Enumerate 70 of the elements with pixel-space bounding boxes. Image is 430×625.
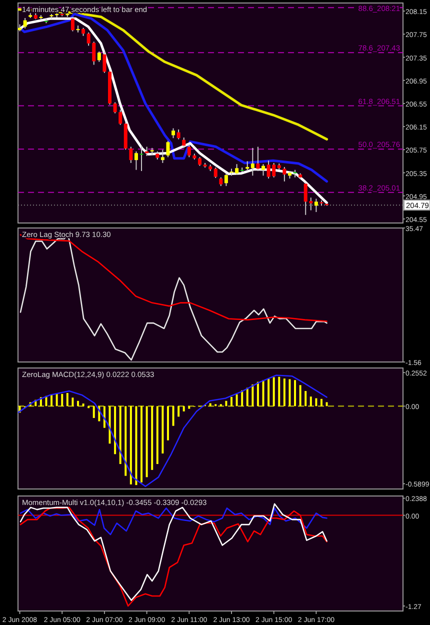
bar bbox=[162, 406, 164, 454]
bar bbox=[315, 398, 318, 406]
candlestick bbox=[235, 164, 239, 175]
candlestick bbox=[314, 198, 318, 213]
bar bbox=[119, 406, 122, 464]
bar bbox=[236, 394, 238, 406]
bar bbox=[178, 406, 180, 417]
bar bbox=[241, 390, 244, 406]
bar bbox=[310, 396, 312, 406]
candlestick bbox=[262, 164, 266, 176]
candlestick bbox=[102, 51, 106, 74]
bar bbox=[182, 406, 185, 412]
candlestick bbox=[250, 147, 254, 176]
candlestick bbox=[134, 150, 138, 170]
line-series bbox=[18, 8, 328, 141]
candlestick bbox=[97, 51, 101, 62]
candlestick bbox=[182, 137, 186, 148]
candlestick bbox=[187, 144, 191, 158]
bar bbox=[188, 406, 190, 409]
candlestick bbox=[129, 146, 133, 164]
bar bbox=[114, 406, 116, 454]
candlestick bbox=[166, 140, 170, 158]
bar bbox=[288, 379, 291, 406]
bar bbox=[76, 400, 79, 406]
bar bbox=[262, 380, 264, 406]
bar bbox=[146, 406, 148, 478]
bar bbox=[294, 380, 296, 406]
candlestick bbox=[140, 145, 144, 172]
bar bbox=[72, 398, 74, 406]
candlestick bbox=[172, 128, 176, 139]
bar bbox=[252, 384, 254, 406]
candlestick bbox=[23, 18, 27, 29]
bar bbox=[278, 376, 280, 406]
bar bbox=[135, 406, 138, 486]
candlestick bbox=[214, 167, 218, 178]
bar bbox=[320, 398, 322, 406]
bar bbox=[209, 403, 212, 406]
bar bbox=[108, 406, 111, 444]
candlestick bbox=[70, 16, 74, 32]
bar bbox=[61, 394, 64, 406]
bar bbox=[151, 406, 154, 470]
bar bbox=[304, 391, 307, 406]
bar bbox=[326, 402, 328, 406]
bar bbox=[272, 377, 275, 406]
candlestick bbox=[113, 102, 117, 114]
bar bbox=[156, 406, 158, 464]
candlestick bbox=[160, 149, 164, 164]
bar bbox=[124, 406, 127, 476]
bar bbox=[56, 394, 58, 406]
bar bbox=[225, 400, 228, 406]
candlestick bbox=[176, 128, 180, 140]
bar bbox=[172, 406, 174, 426]
bar bbox=[140, 406, 143, 482]
bar bbox=[66, 392, 68, 406]
line-series bbox=[20, 507, 328, 536]
bar bbox=[246, 388, 248, 406]
bar bbox=[92, 406, 95, 418]
candlestick bbox=[118, 109, 122, 126]
bar bbox=[50, 394, 53, 406]
bar bbox=[82, 404, 84, 406]
bar bbox=[256, 382, 259, 406]
candlestick bbox=[224, 172, 228, 187]
bar bbox=[166, 406, 169, 440]
bar bbox=[230, 396, 232, 406]
bar bbox=[283, 378, 286, 406]
bar bbox=[130, 406, 132, 484]
bar bbox=[299, 385, 302, 406]
bar bbox=[268, 378, 270, 406]
candlestick bbox=[256, 146, 260, 172]
candlestick bbox=[282, 166, 286, 182]
